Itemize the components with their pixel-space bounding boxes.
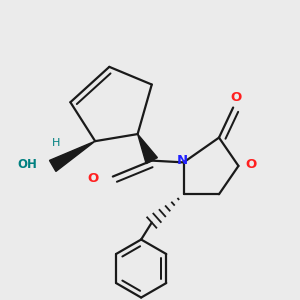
Polygon shape bbox=[138, 134, 158, 164]
Text: N: N bbox=[176, 154, 188, 167]
Text: O: O bbox=[245, 158, 256, 171]
Text: O: O bbox=[230, 91, 242, 104]
Text: O: O bbox=[87, 172, 99, 185]
Polygon shape bbox=[50, 141, 95, 171]
Text: OH: OH bbox=[17, 158, 37, 171]
Text: H: H bbox=[52, 138, 60, 148]
